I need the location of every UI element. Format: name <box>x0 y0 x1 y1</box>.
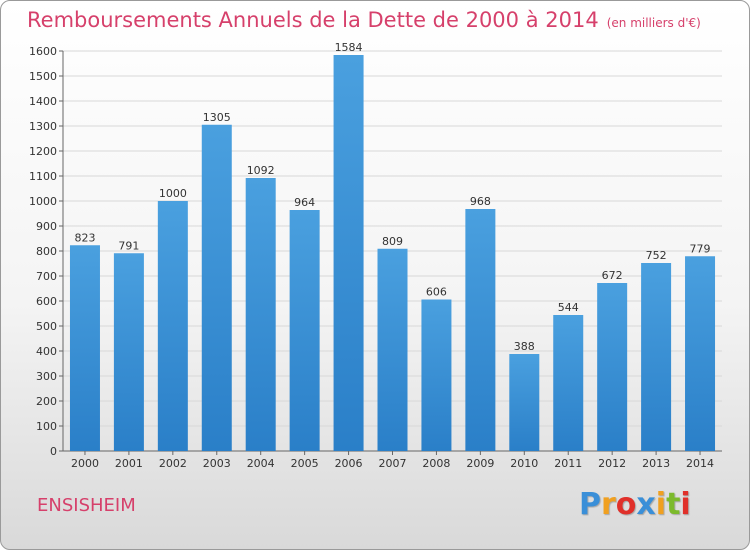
y-tick-label: 300 <box>36 370 57 383</box>
x-tick-label: 2004 <box>247 457 275 470</box>
bar-2004 <box>245 178 276 451</box>
x-tick-label: 2000 <box>71 457 99 470</box>
bar-2014 <box>685 256 716 451</box>
bar-2013 <box>641 263 672 451</box>
data-label-2014: 779 <box>690 242 711 255</box>
y-tick-label: 1000 <box>29 195 57 208</box>
logo-letter: t <box>666 487 681 522</box>
bar-2006 <box>333 55 364 451</box>
logo-letter: o <box>615 487 637 522</box>
y-tick-label: 1400 <box>29 95 57 108</box>
y-tick-label: 1300 <box>29 120 57 133</box>
x-tick-label: 2009 <box>466 457 494 470</box>
bar-2005 <box>289 210 320 451</box>
x-tick-label: 2013 <box>642 457 670 470</box>
data-label-2007: 809 <box>382 235 403 248</box>
data-label-2013: 752 <box>646 249 667 262</box>
x-tick-label: 2014 <box>686 457 714 470</box>
y-tick-label: 900 <box>36 220 57 233</box>
logo-letter: i <box>680 487 691 522</box>
bar-2001 <box>113 253 144 451</box>
y-tick-label: 100 <box>36 420 57 433</box>
data-label-2003: 1305 <box>203 111 231 124</box>
logo-letter: i <box>655 487 667 522</box>
y-tick-label: 1500 <box>29 70 57 83</box>
data-label-2009: 968 <box>470 195 491 208</box>
bar-2000 <box>69 245 100 451</box>
y-tick-label: 500 <box>36 320 57 333</box>
y-tick-label: 1600 <box>29 45 57 58</box>
data-label-2000: 823 <box>74 231 95 244</box>
logo-letter: x <box>636 487 656 522</box>
y-tick-label: 700 <box>36 270 57 283</box>
x-tick-label: 2012 <box>598 457 626 470</box>
x-tick-label: 2006 <box>335 457 363 470</box>
x-tick-label: 2010 <box>510 457 538 470</box>
data-label-2004: 1092 <box>247 164 275 177</box>
data-label-2006: 1584 <box>335 41 363 54</box>
data-label-2010: 388 <box>514 340 535 353</box>
data-label-2011: 544 <box>558 301 579 314</box>
y-tick-label: 1100 <box>29 170 57 183</box>
x-tick-label: 2007 <box>379 457 407 470</box>
x-tick-label: 2005 <box>291 457 319 470</box>
data-label-2012: 672 <box>602 269 623 282</box>
bar-2010 <box>509 354 540 451</box>
data-labels: 823 791 1000 1305 1092 964 1584 809 606 968 388 544… <box>74 41 710 353</box>
bar-2007 <box>377 248 408 451</box>
data-label-2008: 606 <box>426 286 447 299</box>
bar-2012 <box>597 283 628 451</box>
data-label-2001: 791 <box>118 239 139 252</box>
bars <box>69 55 716 451</box>
x-tick-label: 2011 <box>554 457 582 470</box>
bar-2011 <box>553 315 584 451</box>
x-tick-label: 2008 <box>422 457 450 470</box>
y-tick-label: 200 <box>36 395 57 408</box>
axes: 0 100 200 300 400 500 600 700 800 900 1000 1100 1200… <box>29 45 722 470</box>
logo-letter: P <box>579 487 601 522</box>
bar-2003 <box>201 124 232 451</box>
city-name: ENSISHEIM <box>37 495 136 516</box>
x-tick-label: 2001 <box>115 457 143 470</box>
y-tick-label: 800 <box>36 245 57 258</box>
proxiti-logo: Proxiti <box>579 487 691 522</box>
y-tick-label: 1200 <box>29 145 57 158</box>
x-tick-label: 2002 <box>159 457 187 470</box>
bar-2009 <box>465 209 496 451</box>
data-label-2005: 964 <box>294 196 315 209</box>
bar-2002 <box>157 201 188 451</box>
logo-letter: r <box>601 487 616 522</box>
chart-unit-note: (en milliers d'€) <box>606 16 701 30</box>
y-tick-label: 400 <box>36 345 57 358</box>
y-tick-label: 600 <box>36 295 57 308</box>
x-tick-label: 2003 <box>203 457 231 470</box>
y-tick-label: 0 <box>50 445 57 458</box>
bar-2008 <box>421 299 452 451</box>
chart-title: Remboursements Annuels de la Dette de 20… <box>27 8 701 32</box>
data-label-2002: 1000 <box>159 187 187 200</box>
chart-title-text: Remboursements Annuels de la Dette de 20… <box>27 8 599 32</box>
